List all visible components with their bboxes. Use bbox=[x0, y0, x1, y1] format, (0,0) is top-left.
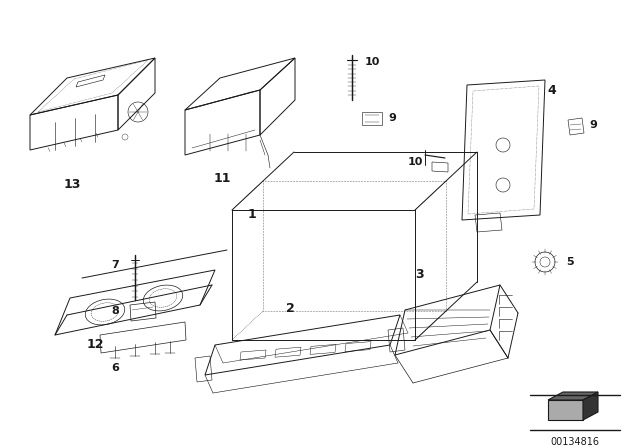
Text: 1: 1 bbox=[248, 208, 257, 221]
Text: 9: 9 bbox=[388, 113, 396, 123]
Text: 8: 8 bbox=[111, 306, 119, 316]
Text: 3: 3 bbox=[416, 268, 424, 281]
Polygon shape bbox=[548, 400, 583, 420]
Text: 6: 6 bbox=[111, 363, 119, 373]
Text: 00134816: 00134816 bbox=[550, 437, 600, 447]
Text: 5: 5 bbox=[566, 257, 574, 267]
Polygon shape bbox=[548, 392, 598, 400]
Text: 10: 10 bbox=[364, 57, 380, 67]
Polygon shape bbox=[583, 392, 598, 420]
Text: 9: 9 bbox=[589, 120, 597, 130]
Text: 12: 12 bbox=[86, 339, 104, 352]
Text: 13: 13 bbox=[63, 178, 81, 191]
Text: 4: 4 bbox=[548, 83, 556, 96]
Text: 2: 2 bbox=[285, 302, 294, 314]
Text: 11: 11 bbox=[213, 172, 231, 185]
Text: 10: 10 bbox=[407, 157, 422, 167]
Text: 7: 7 bbox=[111, 260, 119, 270]
